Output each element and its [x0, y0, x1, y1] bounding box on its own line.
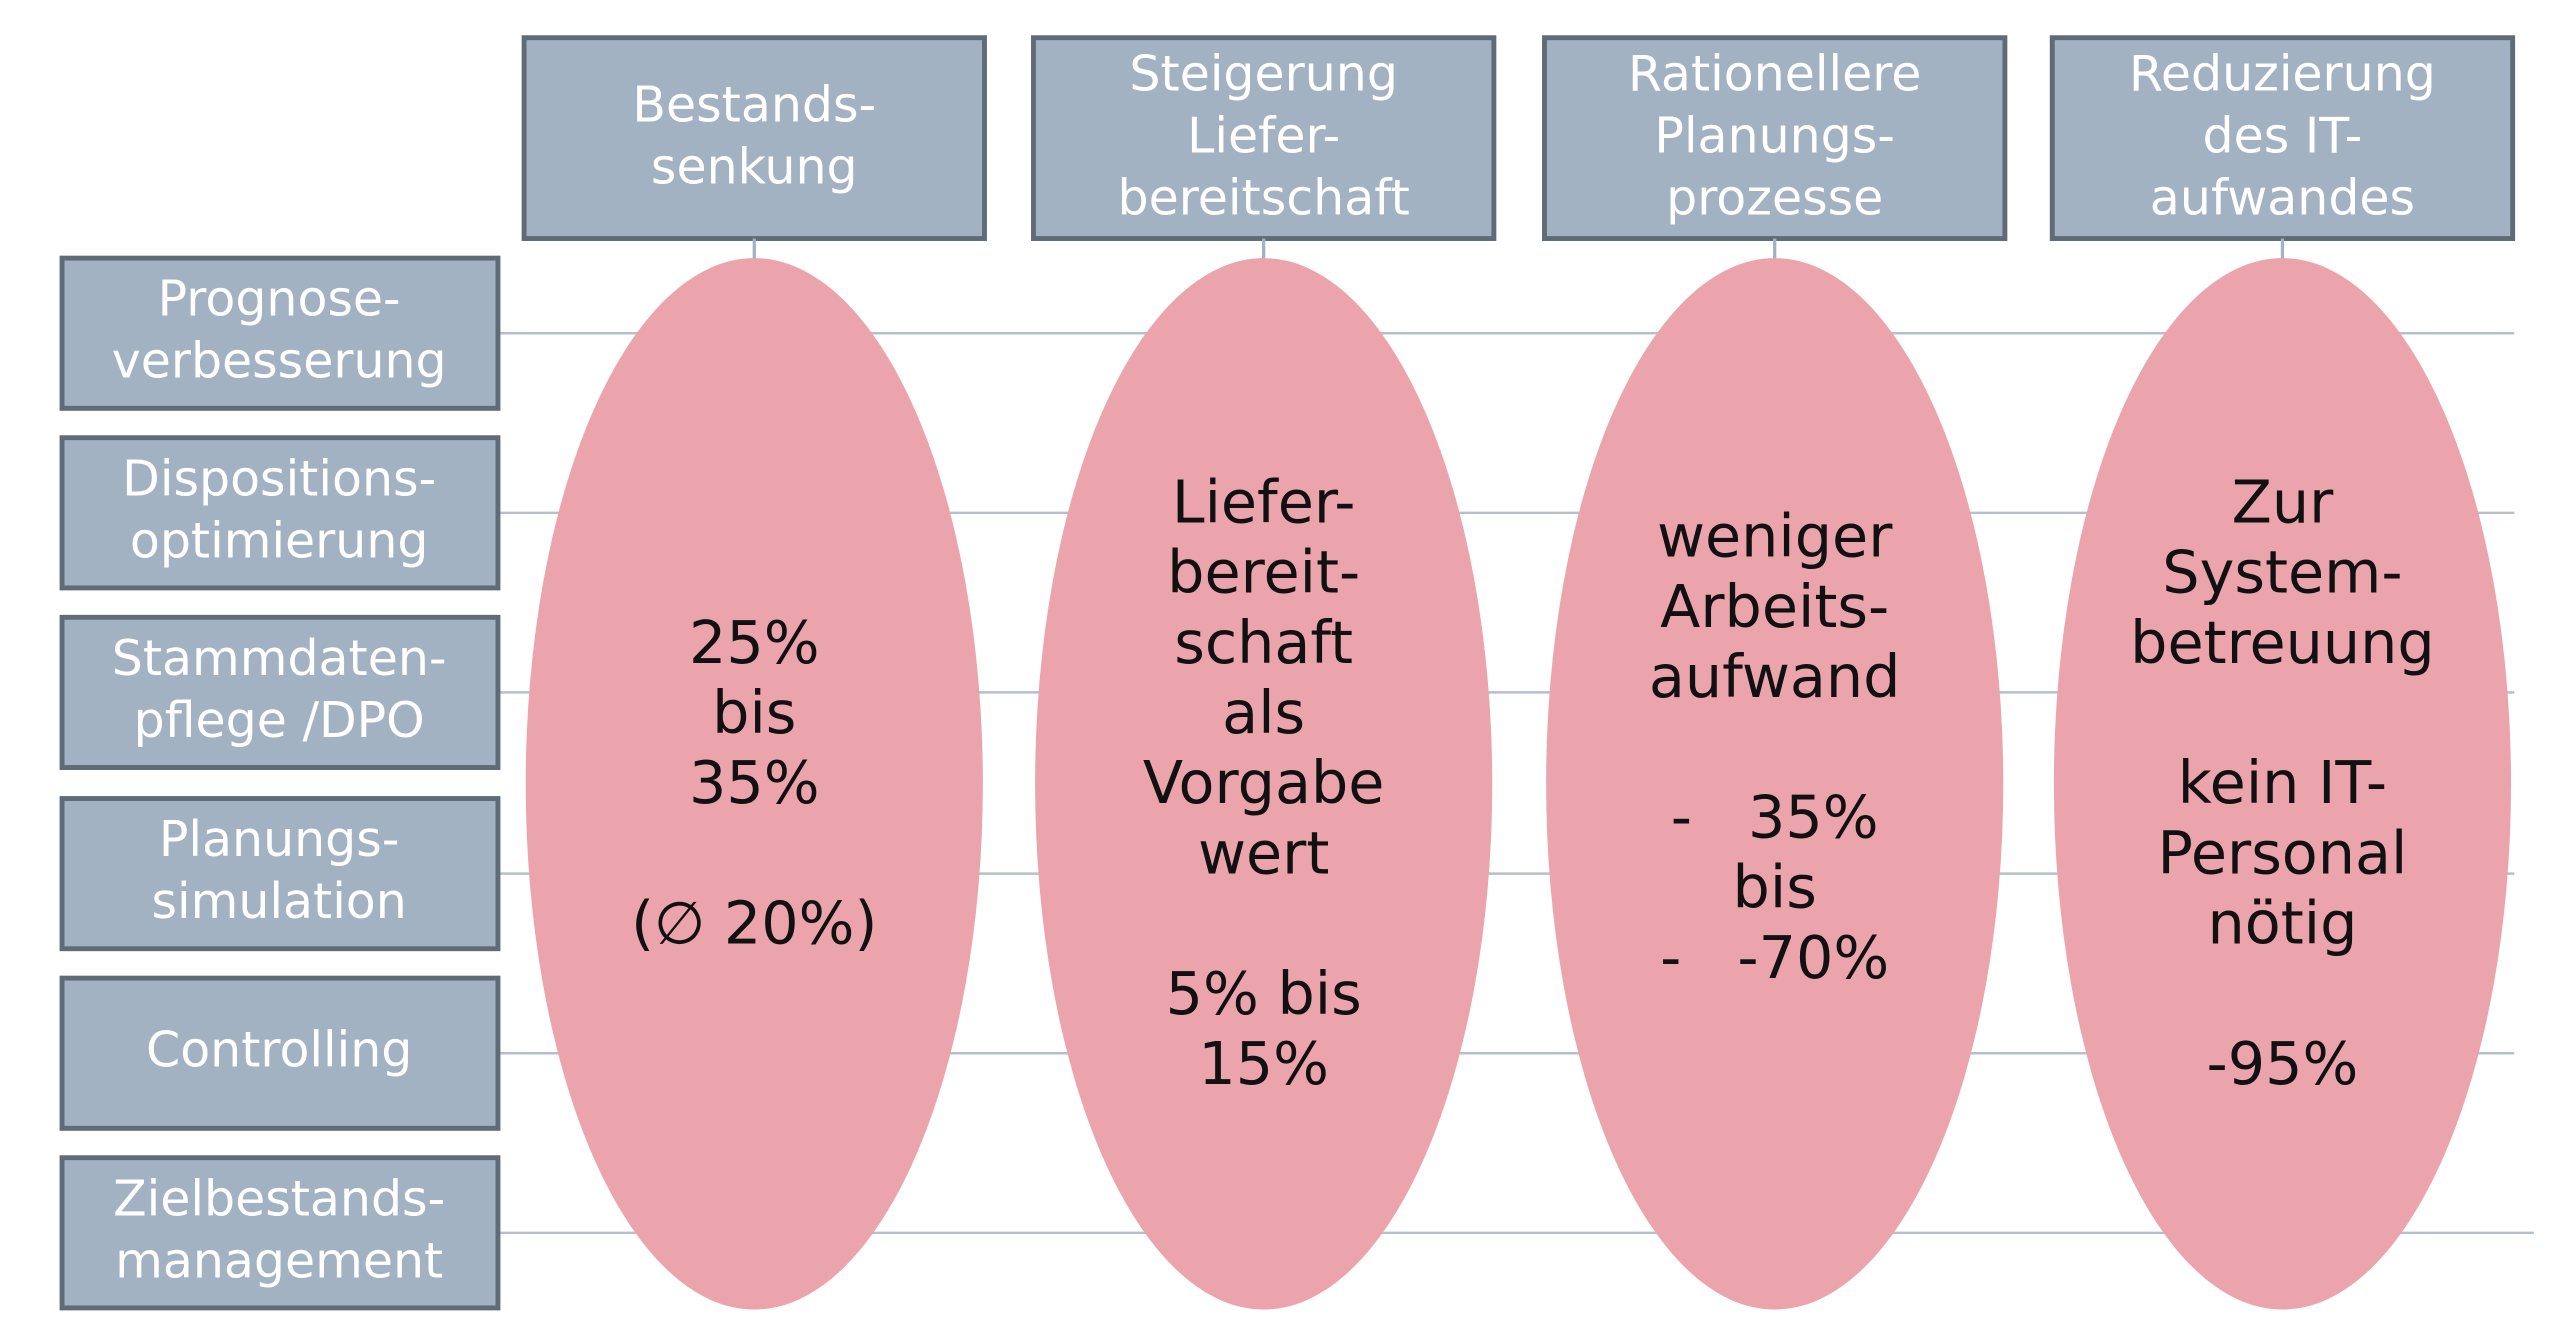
row-label: simulation — [152, 873, 407, 930]
ellipse-text: -95% — [2207, 1029, 2359, 1098]
ellipse-text: Liefer- — [1172, 467, 1356, 536]
row-box — [59, 975, 501, 1131]
ellipse-text: 5% bis — [1166, 959, 1362, 1028]
column-header: des IT- — [2203, 107, 2363, 164]
ellipse-text: kein IT- — [2178, 748, 2387, 817]
row-box — [59, 796, 501, 952]
column-header-box — [2049, 35, 2516, 241]
row-label: optimierung — [130, 512, 429, 569]
row-label: pflege /DPO — [134, 692, 425, 749]
ellipse-text: betreuung — [2130, 608, 2435, 677]
column-header-box — [521, 35, 987, 241]
ellipse-text: schaft — [1174, 608, 1353, 677]
ellipse-text: bereit- — [1167, 538, 1360, 607]
column-header: aufwandes — [2150, 169, 2415, 226]
ellipse-text: 15% — [1198, 1029, 1329, 1098]
ellipse — [2053, 258, 2512, 1310]
ellipse-text: (∅ 20%) — [631, 889, 877, 958]
column-header: prozesse — [1666, 169, 1883, 226]
ellipse-text: Arbeits- — [1660, 572, 1889, 641]
ellipse-text: System- — [2162, 538, 2402, 607]
row-label: Controlling — [146, 1022, 412, 1079]
ellipse-text: weniger — [1657, 502, 1893, 571]
column-header: Planungs- — [1654, 107, 1895, 164]
ellipse-text: wert — [1198, 818, 1329, 887]
column-header-box — [1031, 35, 1497, 241]
row-box — [59, 1155, 501, 1311]
column-header: Liefer- — [1187, 107, 1340, 164]
ellipse-text: Zur — [2232, 467, 2335, 536]
ellipse-text: aufwand — [1649, 642, 1901, 711]
ellipse-text: bis — [712, 678, 796, 747]
row-label: Stammdaten- — [112, 630, 447, 687]
row-label: Dispositions- — [122, 450, 436, 507]
row-label: verbesserung — [112, 333, 447, 390]
column-header: Steigerung — [1129, 45, 1398, 102]
row-label: Prognose- — [158, 271, 401, 328]
column-header-box — [1542, 35, 2008, 241]
row-label: Zielbestands- — [113, 1170, 445, 1227]
column-header: bereitschaft — [1118, 169, 1410, 226]
row-box — [59, 614, 501, 770]
ellipse-text: nötig — [2208, 889, 2358, 958]
ellipse — [1546, 258, 2004, 1310]
column-header: Rationellere — [1628, 45, 1921, 102]
column-header: senkung — [651, 138, 858, 195]
column-header: Reduzierung — [2129, 45, 2436, 102]
row-label: management — [115, 1232, 443, 1289]
ellipse — [1035, 258, 1493, 1310]
row-box — [59, 435, 501, 591]
ellipse-text: - 35% — [1671, 782, 1879, 851]
ellipse-text: 25% — [689, 608, 820, 677]
ellipse-text: als — [1222, 678, 1305, 747]
ellipse-text: - -70% — [1660, 923, 1889, 992]
ellipse-text: Personal — [2158, 818, 2408, 887]
ellipse — [525, 258, 983, 1310]
ellipse-text: Vorgabe — [1143, 748, 1385, 817]
ellipse-text: bis — [1733, 853, 1817, 922]
ellipse-text: 35% — [689, 748, 820, 817]
column-header: Bestands- — [632, 76, 876, 133]
row-label: Planungs- — [159, 811, 400, 868]
row-box — [59, 255, 501, 411]
